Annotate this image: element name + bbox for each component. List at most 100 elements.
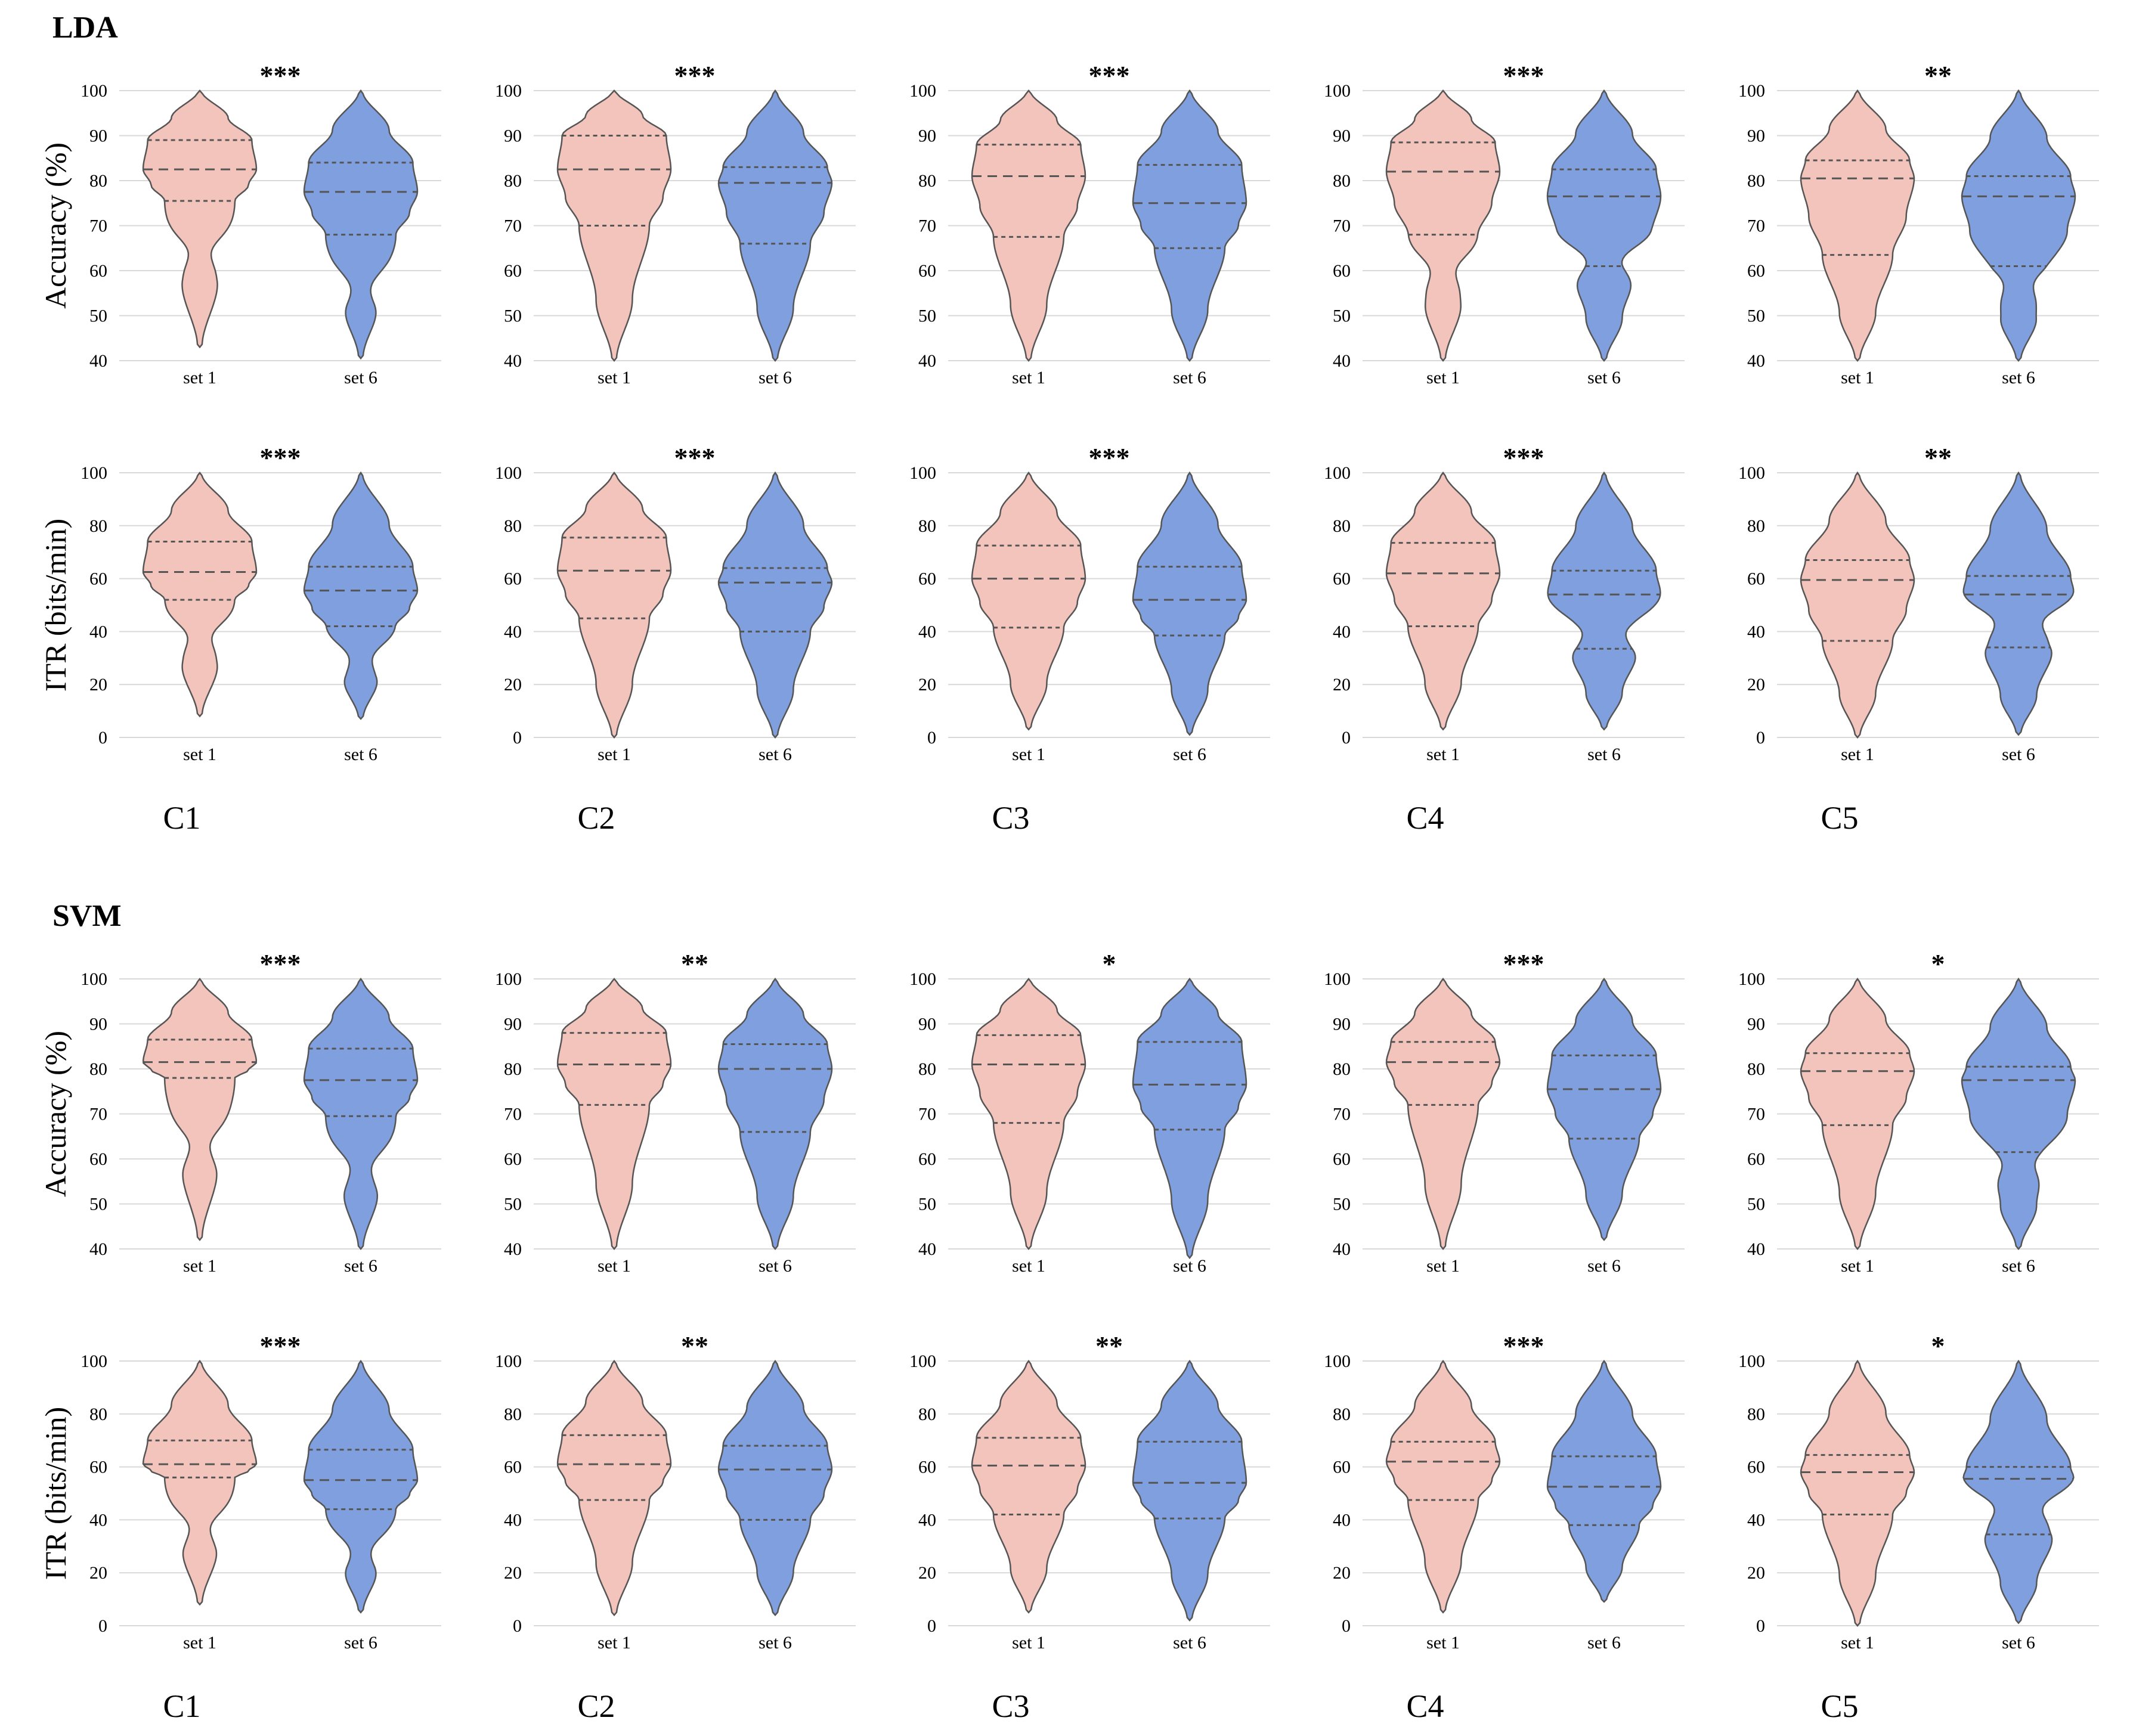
y-tick-label: 80	[504, 1059, 522, 1079]
y-tick-label: 90	[1333, 126, 1351, 146]
y-tick-label: 70	[89, 216, 107, 236]
y-tick-label: 100	[495, 81, 522, 101]
panel-svm-itr-c1: 0 20 40 60 80 100 *** set 1 set 6	[81, 1331, 441, 1653]
violin-set-1	[1800, 471, 1915, 739]
y-tick-label: 40	[1333, 351, 1351, 371]
y-tick-label: 80	[918, 171, 936, 191]
category-label: set 1	[1841, 745, 1874, 764]
violin-set-6	[303, 89, 419, 360]
panel-lda-itr-c4: 0 20 40 60 80 100 *** set 1 set 6	[1324, 442, 1685, 764]
y-tick-label: 90	[1747, 1015, 1765, 1034]
panel-lda-accuracy-c4: 40 50 60 70 80 90 100 *** set 1 set 6	[1324, 60, 1685, 388]
panel-svm-itr-c2: 0 20 40 60 80 100 ** set 1 set 6	[495, 1331, 856, 1653]
violin-set-1	[1385, 89, 1501, 362]
y-axis-title: Accuracy (%)	[39, 142, 72, 309]
y-tick-label: 80	[504, 516, 522, 536]
category-label: set 6	[1587, 368, 1621, 388]
category-label: set 6	[1587, 1256, 1621, 1276]
significance-label: **	[681, 1331, 708, 1361]
significance-label: *	[1931, 948, 1945, 979]
y-tick-label: 100	[1738, 81, 1765, 101]
y-tick-label: 40	[918, 622, 936, 641]
violin-set-1	[1800, 89, 1915, 362]
y-tick-label: 90	[504, 1015, 522, 1034]
violin-set-6	[303, 977, 419, 1251]
panel-lda-itr-c3: 0 20 40 60 80 100 *** set 1 set 6	[909, 442, 1270, 764]
column-label-c3: C3	[992, 800, 1029, 836]
y-tick-label: 90	[1747, 126, 1765, 146]
y-tick-label: 0	[1756, 1616, 1765, 1636]
panel-svm-itr-c3: 0 20 40 60 80 100 ** set 1 set 6	[909, 1331, 1270, 1653]
y-tick-label: 60	[1333, 569, 1351, 589]
significance-label: ***	[674, 60, 716, 91]
violin-set-6	[717, 1359, 833, 1617]
category-label: set 6	[344, 1256, 377, 1276]
category-label: set 6	[759, 745, 792, 764]
violin-set-1	[142, 977, 258, 1241]
y-tick-label: 20	[504, 1563, 522, 1583]
y-tick-label: 100	[909, 463, 936, 483]
y-tick-label: 80	[1333, 1405, 1351, 1424]
y-tick-label: 80	[1333, 516, 1351, 536]
significance-label: ***	[260, 442, 301, 473]
y-tick-label: 80	[89, 171, 107, 191]
violin-set-6	[1961, 89, 2076, 362]
violin-set-1	[142, 471, 258, 718]
violin-set-1	[1800, 1359, 1915, 1627]
panel-svm-accuracy-c3: 40 50 60 70 80 90 100 * set 1 set 6	[909, 948, 1270, 1276]
y-tick-label: 70	[504, 1105, 522, 1124]
significance-label: ***	[674, 442, 716, 473]
category-label: set 1	[1841, 368, 1874, 388]
violin-set-6	[1961, 977, 2076, 1250]
category-label: set 1	[598, 1633, 631, 1653]
y-tick-label: 90	[918, 126, 936, 146]
panel-lda-accuracy-c1: 40 50 60 70 80 90 100 *** set 1 set 6	[81, 60, 441, 388]
category-label: set 6	[2002, 1256, 2035, 1276]
y-tick-label: 20	[1747, 675, 1765, 695]
y-tick-label: 80	[1747, 1405, 1765, 1424]
y-tick-label: 40	[918, 351, 936, 371]
violin-set-6	[717, 471, 833, 739]
violin-set-1	[556, 471, 672, 739]
category-label: set 1	[1012, 1256, 1045, 1276]
y-tick-label: 100	[81, 969, 107, 989]
y-tick-label: 100	[909, 969, 936, 989]
y-tick-label: 60	[89, 261, 107, 281]
y-tick-label: 0	[513, 1616, 522, 1636]
y-axis-title: ITR (bits/min)	[39, 1407, 72, 1580]
violin-set-6	[1132, 89, 1247, 362]
y-tick-label: 80	[918, 1059, 936, 1079]
category-label: set 6	[759, 368, 792, 388]
category-label: set 1	[1841, 1256, 1874, 1276]
y-tick-label: 60	[504, 261, 522, 281]
category-label: set 1	[1426, 368, 1460, 388]
y-tick-label: 50	[89, 306, 107, 326]
y-tick-label: 40	[1333, 1239, 1351, 1259]
significance-label: ***	[260, 1331, 301, 1361]
y-tick-label: 80	[504, 171, 522, 191]
y-tick-label: 40	[89, 622, 107, 641]
y-tick-label: 60	[1747, 569, 1765, 589]
significance-label: ***	[260, 948, 301, 979]
y-tick-label: 70	[1747, 1105, 1765, 1124]
column-label-c1: C1	[163, 800, 200, 836]
category-label: set 6	[344, 745, 377, 764]
violin-set-6	[717, 977, 833, 1251]
y-tick-label: 20	[504, 675, 522, 695]
y-tick-label: 80	[1333, 171, 1351, 191]
y-tick-label: 50	[918, 1195, 936, 1214]
y-tick-label: 50	[89, 1195, 107, 1214]
violin-set-6	[303, 471, 419, 720]
y-tick-label: 20	[918, 675, 936, 695]
y-tick-label: 80	[1747, 171, 1765, 191]
y-tick-label: 70	[1333, 1105, 1351, 1124]
y-tick-label: 60	[918, 1149, 936, 1169]
y-tick-label: 40	[1747, 351, 1765, 371]
y-tick-label: 40	[1333, 1510, 1351, 1530]
category-label: set 1	[1841, 1633, 1874, 1653]
violin-set-1	[556, 978, 672, 1251]
y-tick-label: 60	[1747, 1458, 1765, 1477]
y-tick-label: 60	[918, 569, 936, 589]
y-tick-label: 100	[1738, 969, 1765, 989]
